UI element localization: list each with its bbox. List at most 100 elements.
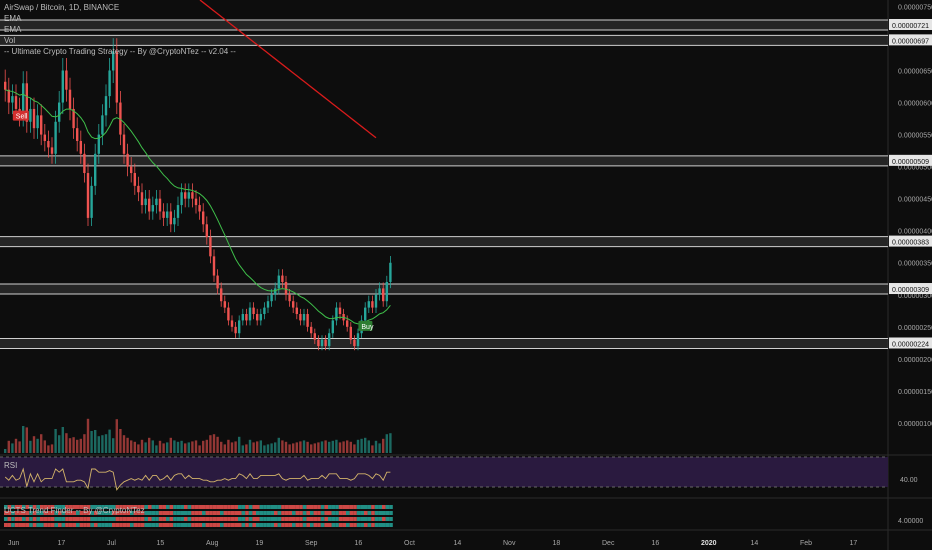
trend-stripe xyxy=(18,505,22,509)
trend-stripe xyxy=(29,511,33,515)
strategy-legend[interactable]: -- Ultimate Crypto Trading Strategy -- B… xyxy=(4,47,236,56)
candle xyxy=(324,339,327,347)
volume-bar xyxy=(292,443,295,453)
trend-stripe xyxy=(335,511,339,515)
trend-stripe xyxy=(299,523,303,527)
trend-stripe xyxy=(328,511,332,515)
candle xyxy=(198,205,201,212)
trend-stripe xyxy=(374,505,379,509)
volume-bar xyxy=(263,445,266,453)
volume-bar xyxy=(310,444,313,453)
trend-stripe xyxy=(346,523,350,527)
volume-bar xyxy=(259,440,262,453)
trend-stripe xyxy=(83,517,87,521)
trend-stripe xyxy=(220,505,224,509)
volume-bar xyxy=(241,445,244,453)
trend-stripe xyxy=(112,523,116,527)
candle xyxy=(389,262,392,282)
trend-stripe xyxy=(389,517,393,521)
trend-stripe xyxy=(198,523,202,527)
candle xyxy=(97,134,100,154)
candle xyxy=(234,326,237,334)
trend-stripe xyxy=(230,523,235,527)
trend-stripe xyxy=(133,505,138,509)
trend-stripe xyxy=(126,517,130,521)
volume-bar xyxy=(4,449,7,453)
trend-stripe xyxy=(274,517,278,521)
volume-bar xyxy=(202,440,205,453)
candle xyxy=(356,333,360,347)
trend-stripe xyxy=(47,511,51,515)
trend-stripe xyxy=(7,511,12,515)
trend-stripe xyxy=(306,523,310,527)
trend-stripe xyxy=(144,517,148,521)
volume-bar xyxy=(14,438,18,453)
volume-bar xyxy=(76,439,79,453)
rsi-pane-label[interactable]: RSI xyxy=(4,461,18,470)
volume-legend[interactable]: Vol xyxy=(4,36,16,45)
trend-stripe xyxy=(313,511,318,515)
volume-bar xyxy=(18,441,21,453)
trend-stripe xyxy=(252,511,256,515)
candle xyxy=(284,281,288,295)
trend-stripe xyxy=(382,511,386,515)
candle xyxy=(245,314,248,321)
trend-stripe xyxy=(299,505,303,509)
trend-stripe xyxy=(191,523,195,527)
trend-stripe xyxy=(356,511,361,515)
trend-pane-label[interactable]: UCTS Trend Finder -- By @CryptoNTez xyxy=(4,506,145,515)
candle xyxy=(191,192,194,199)
candle xyxy=(166,211,169,218)
trend-stripe xyxy=(277,511,282,515)
trend-stripe xyxy=(259,505,264,509)
trend-stripe xyxy=(356,523,361,527)
candle xyxy=(32,108,36,129)
trend-stripe xyxy=(137,523,141,527)
candle xyxy=(259,314,262,321)
ema-slow-legend[interactable]: EMA xyxy=(4,25,22,34)
trend-stripe xyxy=(313,505,318,509)
trend-stripe xyxy=(367,517,372,521)
trend-stripe xyxy=(18,523,22,527)
trend-stripe xyxy=(302,523,307,527)
candle xyxy=(4,81,7,90)
trend-stripe xyxy=(328,523,332,527)
trend-stripe xyxy=(32,505,37,509)
trend-stripe xyxy=(94,523,98,527)
trend-stripe xyxy=(367,511,372,515)
volume-bar xyxy=(126,437,129,453)
candle xyxy=(288,294,291,302)
trend-stripe xyxy=(385,505,390,509)
trend-stripe xyxy=(274,511,278,515)
trend-stripe xyxy=(169,517,174,521)
volume-bar xyxy=(256,441,259,453)
volume-bar xyxy=(83,434,86,453)
trend-stripe xyxy=(166,505,170,509)
volume-bar xyxy=(184,443,187,453)
volume-bar xyxy=(94,430,97,453)
volume-bar xyxy=(270,443,273,453)
trend-stripe xyxy=(43,517,48,521)
trend-stripe xyxy=(180,517,184,521)
trend-stripe xyxy=(47,517,51,521)
volume-bar xyxy=(360,438,363,453)
trend-stripe xyxy=(133,523,138,527)
trend-stripe xyxy=(313,523,318,527)
time-tick-label: Dec xyxy=(602,540,615,547)
trend-stripe xyxy=(166,523,170,527)
price-tick-label: 0.00000150 xyxy=(898,389,932,396)
price-tick-label: 0.00000500 xyxy=(898,165,932,172)
trend-stripe xyxy=(292,505,296,509)
candle xyxy=(346,320,349,327)
trend-stripe xyxy=(263,517,267,521)
trend-stripe xyxy=(137,511,141,515)
time-tick-label: 14 xyxy=(751,540,759,547)
ema-fast-legend[interactable]: EMA xyxy=(4,14,22,23)
trend-stripe xyxy=(151,517,156,521)
volume-bar xyxy=(61,427,64,453)
trend-stripe xyxy=(238,505,242,509)
candle xyxy=(241,314,244,321)
volume-bar xyxy=(389,433,392,453)
trend-stripe xyxy=(83,505,87,509)
